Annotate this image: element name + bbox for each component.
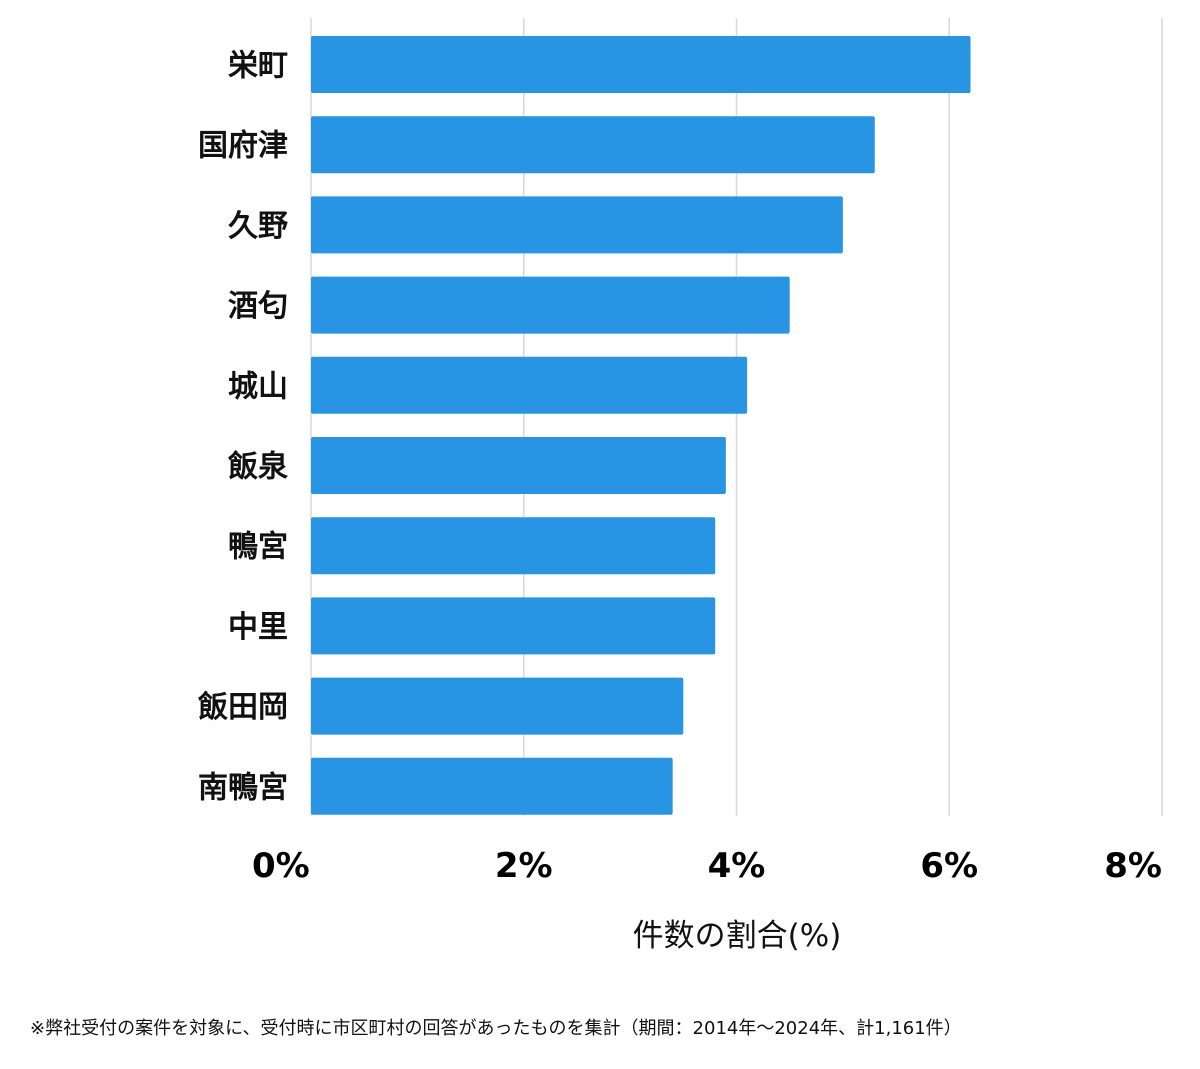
x-tick-label: 0% <box>252 846 310 886</box>
category-label: 久野 <box>228 209 288 244</box>
x-tick-label: 2% <box>495 846 553 886</box>
category-label: 中里 <box>228 610 288 645</box>
bar <box>311 196 843 254</box>
x-tick-label: 8% <box>1104 846 1162 886</box>
bar <box>311 677 684 735</box>
footnote: ※弊社受付の案件を対象に、受付時に市区町村の回答があったものを集計（期間：201… <box>30 1018 962 1039</box>
x-tick-label: 4% <box>708 846 766 886</box>
category-label: 鴨宮 <box>228 530 288 565</box>
bar <box>311 597 716 655</box>
bar <box>311 757 673 815</box>
category-label: 城山 <box>228 369 288 404</box>
bar <box>311 36 971 93</box>
x-axis-title: 件数の割合(%) <box>633 918 842 954</box>
x-tick-labels: 0% 2% 4% 6% 8% <box>252 846 1162 886</box>
bar <box>311 437 726 494</box>
bar <box>311 356 748 414</box>
category-label: 栄町 <box>228 49 288 84</box>
category-label: 酒匂 <box>228 289 288 324</box>
bars <box>311 36 971 815</box>
bar <box>311 116 875 174</box>
x-tick-label: 6% <box>920 846 978 886</box>
category-label: 国府津 <box>198 129 288 164</box>
bar <box>311 276 790 334</box>
category-label: 飯泉 <box>228 450 288 485</box>
category-label: 南鴨宮 <box>198 770 288 805</box>
bar <box>311 517 716 575</box>
category-label: 飯田岡 <box>198 690 288 725</box>
